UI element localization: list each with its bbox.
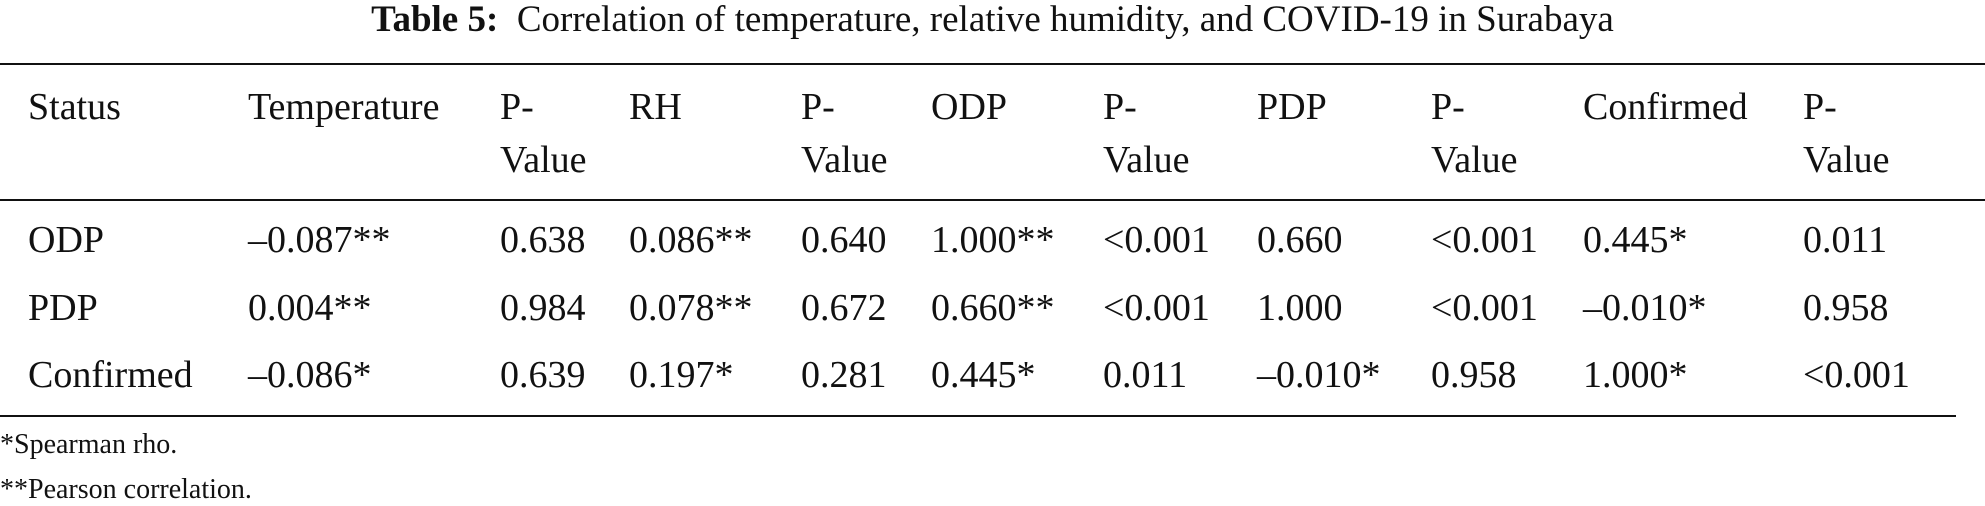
table-cell: 0.984 (500, 287, 586, 329)
table-cell: –0.086* (248, 354, 372, 396)
footnote: **Pearson correlation. (0, 474, 252, 505)
column-header: RH (629, 86, 682, 128)
column-header: Status (28, 86, 121, 128)
table-cell: 0.958 (1431, 354, 1517, 396)
table-cell: 0.011 (1803, 219, 1888, 261)
table-cell: –0.087** (248, 219, 391, 261)
title-label: Table 5: (371, 0, 499, 40)
table-cell: PDP (28, 287, 98, 329)
header-rule (0, 199, 1985, 201)
table-cell: 0.660** (931, 287, 1055, 329)
table-cell: 0.078** (629, 287, 753, 329)
table-cell: ODP (28, 219, 105, 261)
table-cell: 0.639 (500, 354, 586, 396)
table-cell: <0.001 (1803, 354, 1910, 396)
column-header: Confirmed (1583, 86, 1748, 128)
table-cell: 0.638 (500, 219, 586, 261)
table-cell: 0.445* (931, 354, 1036, 396)
table-cell: –0.010* (1257, 354, 1381, 396)
column-header: P-Value (1103, 86, 1190, 181)
table-cell: 1.000** (931, 219, 1055, 261)
table-title: Table 5: Correlation of temperature, rel… (0, 0, 1985, 40)
table-cell: 0.281 (801, 354, 887, 396)
table-cell: <0.001 (1431, 219, 1538, 261)
table-cell: <0.001 (1103, 287, 1210, 329)
column-header: P-Value (801, 86, 888, 181)
table-cell: 0.672 (801, 287, 887, 329)
footnote: *Spearman rho. (0, 429, 178, 460)
table-cell: 0.445* (1583, 219, 1688, 261)
table-cell: <0.001 (1431, 287, 1538, 329)
top-rule (0, 63, 1985, 65)
table-cell: 0.660 (1257, 219, 1343, 261)
column-header: P-Value (1431, 86, 1518, 181)
table-cell: <0.001 (1103, 219, 1210, 261)
column-header: PDP (1257, 86, 1327, 128)
column-header: P-Value (500, 86, 587, 181)
column-header: Temperature (248, 86, 440, 128)
title-text: Correlation of temperature, relative hum… (516, 0, 1614, 40)
table-cell: 1.000 (1257, 287, 1343, 329)
column-header: P-Value (1803, 86, 1890, 181)
table-cell: Confirmed (28, 354, 193, 396)
bottom-rule (0, 415, 1956, 417)
table-cell: 0.197* (629, 354, 734, 396)
table-cell: 0.640 (801, 219, 887, 261)
table-cell: –0.010* (1583, 287, 1707, 329)
column-header: ODP (931, 86, 1008, 128)
table-cell: 0.004** (248, 287, 372, 329)
table-cell: 0.011 (1103, 354, 1188, 396)
table-cell: 1.000* (1583, 354, 1688, 396)
table-cell: 0.958 (1803, 287, 1889, 329)
table-cell: 0.086** (629, 219, 753, 261)
